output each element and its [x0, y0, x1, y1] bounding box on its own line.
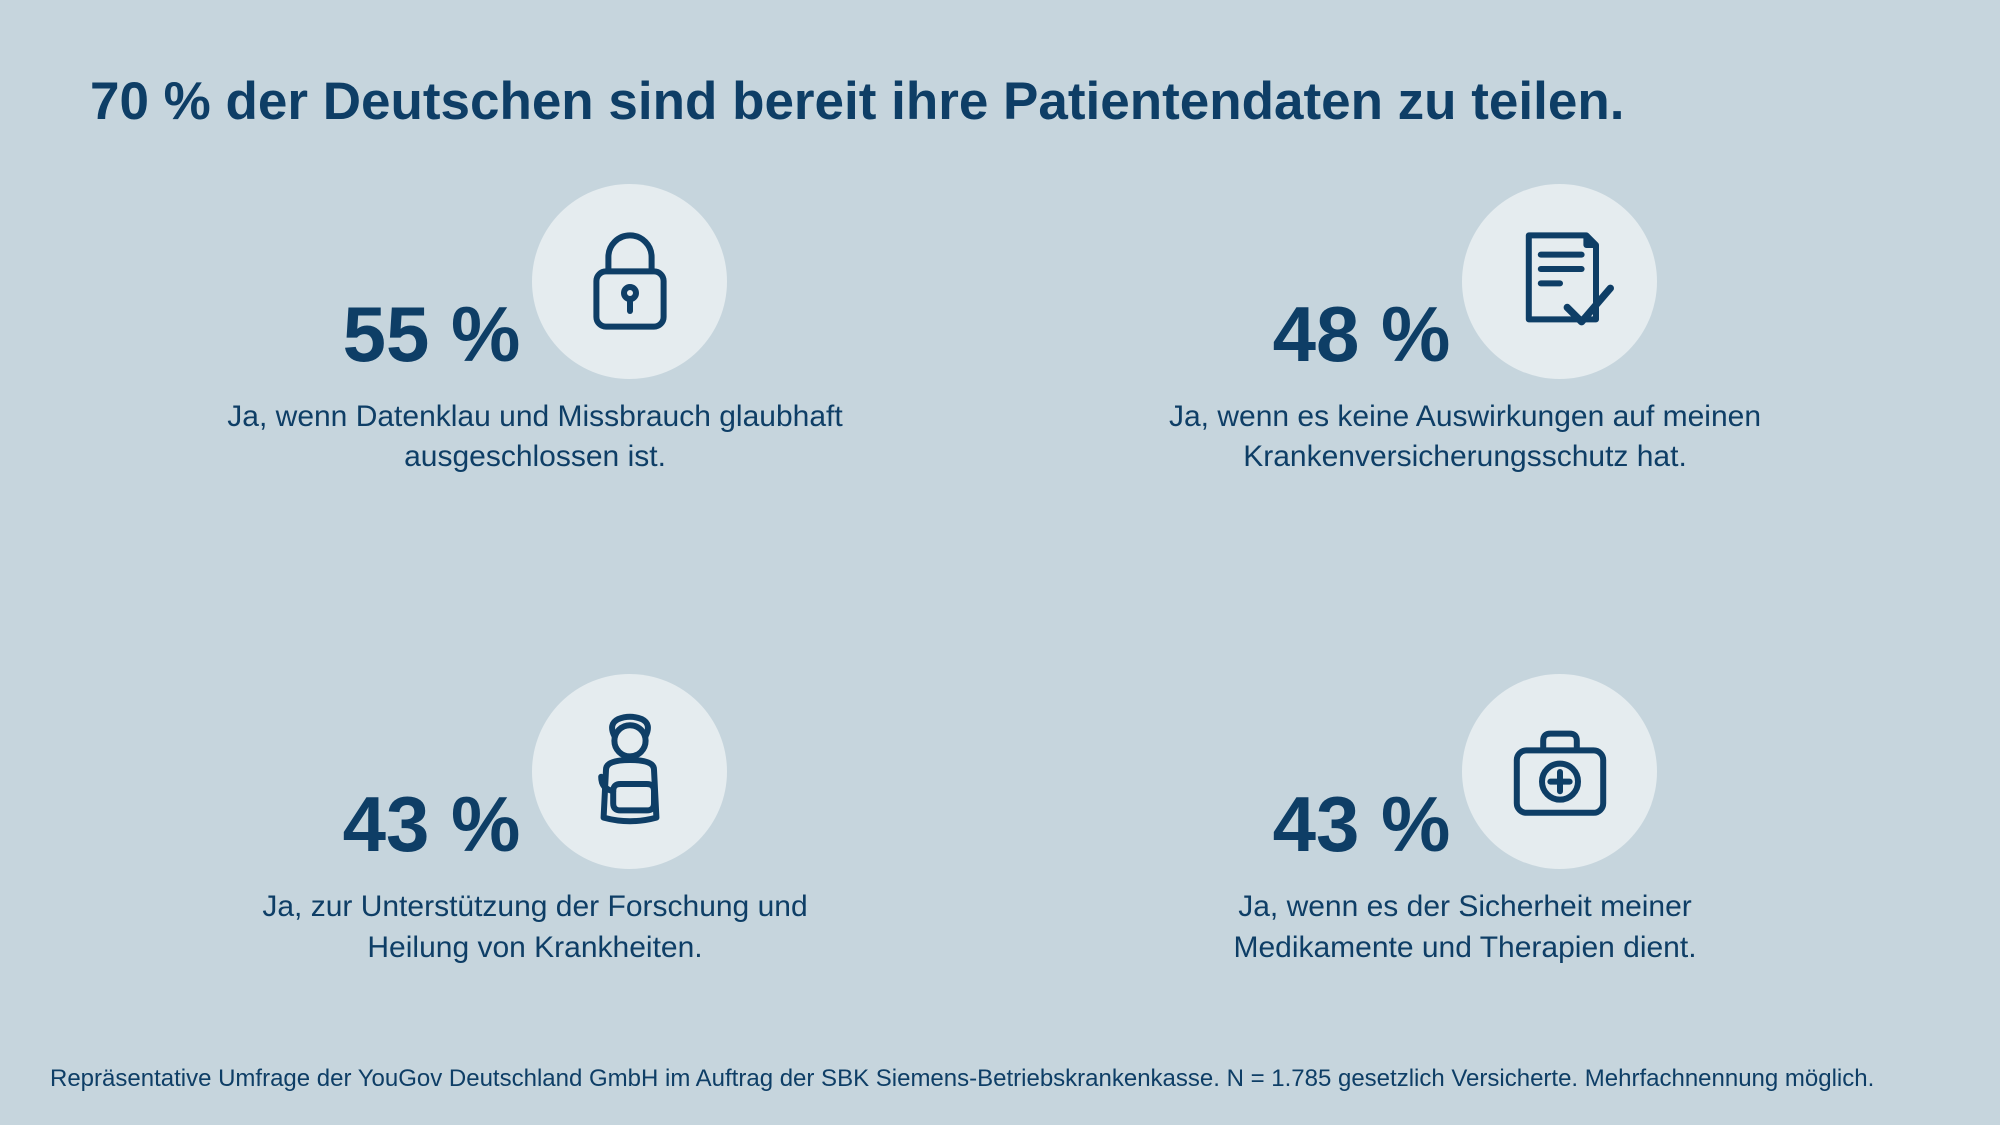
stat-percent: 43 % [343, 785, 521, 869]
footnote: Repräsentative Umfrage der YouGov Deutsc… [50, 1065, 1950, 1093]
icon-circle [532, 674, 727, 869]
lock-icon [570, 221, 690, 341]
infographic-page: 70 % der Deutschen sind bereit ihre Pati… [0, 0, 2000, 1125]
stat-percent: 48 % [1273, 295, 1451, 379]
patient-icon [570, 712, 690, 832]
stat-research-support: 43 % Ja, zur Unterstützung der Forschung… [130, 674, 940, 1125]
stat-data-security: 55 % Ja, wenn Datenklau und Missbrauch g… [130, 184, 940, 635]
stat-caption: Ja, wenn Datenklau und Missbrauch glaubh… [225, 397, 845, 478]
stat-caption: Ja, wenn es der Sicherheit meiner Medika… [1155, 887, 1775, 968]
medkit-icon [1500, 712, 1620, 832]
stat-insurance-impact: 48 % Ja, wenn es keine Auswirkungen auf … [1060, 184, 1870, 635]
stat-top-row: 43 % [1273, 674, 1658, 869]
stat-percent: 55 % [343, 295, 521, 379]
stat-caption: Ja, zur Unterstützung der Forschung und … [225, 887, 845, 968]
stat-top-row: 43 % [343, 674, 728, 869]
stats-grid: 55 % Ja, wenn Datenklau und Missbrauch g… [90, 184, 1910, 1125]
document-check-icon [1500, 221, 1620, 341]
stat-caption: Ja, wenn es keine Auswirkungen auf meine… [1155, 397, 1775, 478]
stat-percent: 43 % [1273, 785, 1451, 869]
stat-top-row: 48 % [1273, 184, 1658, 379]
icon-circle [1462, 184, 1657, 379]
stat-medication-safety: 43 % Ja, wenn es der Sicherheit meiner M… [1060, 674, 1870, 1125]
icon-circle [532, 184, 727, 379]
headline: 70 % der Deutschen sind bereit ihre Pati… [90, 70, 1910, 134]
stat-top-row: 55 % [343, 184, 728, 379]
icon-circle [1462, 674, 1657, 869]
